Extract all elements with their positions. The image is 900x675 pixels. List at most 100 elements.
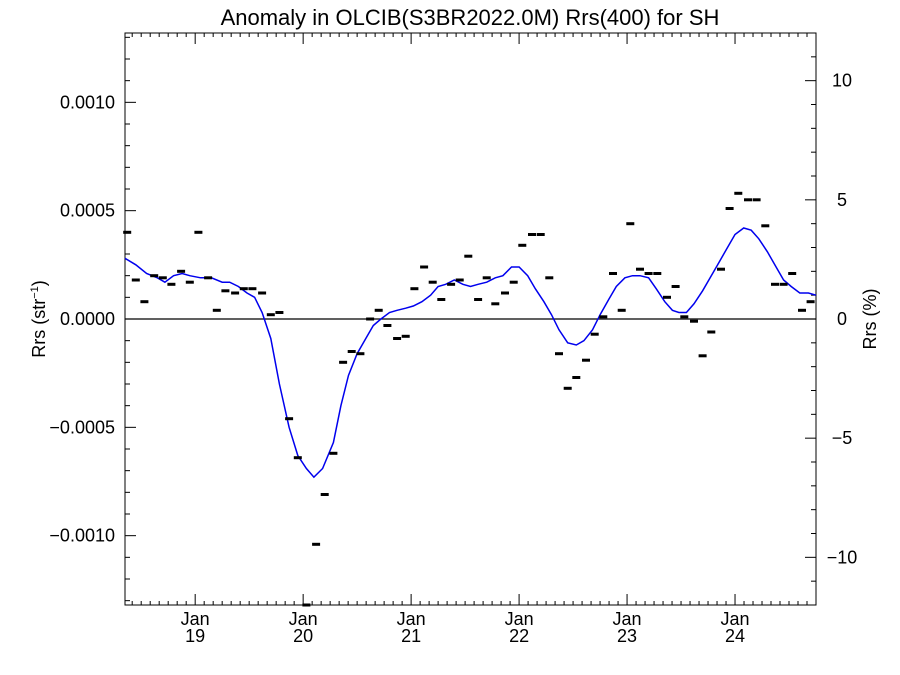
x-tick-label-month: Jan [181,609,210,629]
monthly-point [140,300,149,304]
monthly-point [464,254,473,258]
y-left-tick-label: −0.0005 [49,417,115,437]
monthly-point [518,243,527,247]
monthly-point [717,267,725,271]
smoothed-anomaly-line [124,227,817,479]
monthly-point [320,493,329,496]
y-axis-left-label-close: ) [29,280,49,286]
y-left-tick-label: 0.0000 [60,309,115,329]
x-tick-label-month: Jan [505,609,534,629]
monthly-point [734,191,743,195]
monthly-point [212,308,221,312]
monthly-point [231,291,240,295]
y-left-tick-labels: 0.0010 0.0005 0.0000 −0.0005 −0.0010 [49,92,115,545]
monthly-point [572,376,581,379]
x-tick-label-year: 19 [185,626,205,646]
x-tick-label-month: Jan [397,609,426,629]
monthly-point [221,289,230,293]
monthly-point [771,282,779,286]
y-axis-right-label: Rrs (%) [860,289,880,350]
y-left-tick-label: 0.0010 [60,92,115,112]
monthly-point [150,274,159,278]
monthly-point [393,337,402,340]
monthly-point [509,280,518,284]
monthly-point [806,300,815,304]
monthly-anomaly-points [123,191,815,607]
x-tick-label-year: 24 [725,626,745,646]
y-axis-left-label-sup: −1 [29,286,41,299]
y-right-tick-label: −10 [827,547,858,567]
monthly-point [204,276,213,280]
monthly-point [563,386,572,390]
y-right-tick-label: 10 [832,71,852,91]
monthly-point [185,280,194,284]
monthly-point [609,272,617,275]
x-tick-label-year: 22 [509,626,529,646]
monthly-point [455,278,464,282]
y-left-tick-label: −0.0010 [49,526,115,546]
monthly-point [131,278,140,282]
y-axis-left-label: Rrs (str−1) [29,280,49,358]
monthly-point [644,272,653,275]
x-tick-label-month: Jan [289,609,318,629]
monthly-point [474,298,483,301]
monthly-point [536,233,545,236]
monthly-point [447,282,456,286]
monthly-point [194,230,203,234]
monthly-point [339,360,348,364]
monthly-point [617,308,626,312]
monthly-point [374,308,383,312]
monthly-point [347,350,356,353]
monthly-point [671,285,680,288]
x-tick-label-year: 20 [293,626,313,646]
y-left-tick-label: 0.0005 [60,201,115,221]
minor-ticks [125,32,817,606]
monthly-point [239,287,248,291]
monthly-point [366,317,375,321]
monthly-point [501,291,509,295]
monthly-point [410,287,419,291]
monthly-point [401,334,410,338]
monthly-point [528,233,536,236]
monthly-point [158,276,167,280]
monthly-point [248,287,257,291]
monthly-point [590,332,599,336]
monthly-point [779,282,788,286]
monthly-point [545,276,554,280]
monthly-point [798,308,806,312]
monthly-point [258,291,267,295]
monthly-point [626,222,635,226]
monthly-point [491,302,500,306]
x-tick-label-month: Jan [613,609,642,629]
plot-area [123,32,817,607]
monthly-point [482,276,491,280]
monthly-point [599,315,608,319]
monthly-point [725,207,734,210]
monthly-point [329,451,338,455]
monthly-point [428,280,437,284]
monthly-point [383,324,392,327]
monthly-point [266,313,275,317]
monthly-point [177,269,186,273]
y-axis-left-label-main: Rrs (str [29,299,49,358]
x-tick-label-year: 23 [617,626,637,646]
monthly-point [275,311,284,314]
monthly-point [356,352,365,356]
monthly-point [698,354,707,358]
monthly-point [636,267,644,271]
monthly-point [167,282,176,286]
monthly-point [744,198,752,202]
monthly-point [555,352,563,356]
monthly-point [663,295,671,299]
y-right-tick-label: 5 [837,190,847,210]
monthly-point [582,358,590,362]
monthly-point [788,272,797,275]
y-right-tick-label: −5 [832,428,853,448]
chart-title: Anomaly in OLCIB(S3BR2022.0M) Rrs(400) f… [221,5,720,30]
x-tick-label-year: 21 [401,626,421,646]
y-right-tick-label: 0 [837,309,847,329]
monthly-point [680,315,689,319]
monthly-point [437,298,446,301]
